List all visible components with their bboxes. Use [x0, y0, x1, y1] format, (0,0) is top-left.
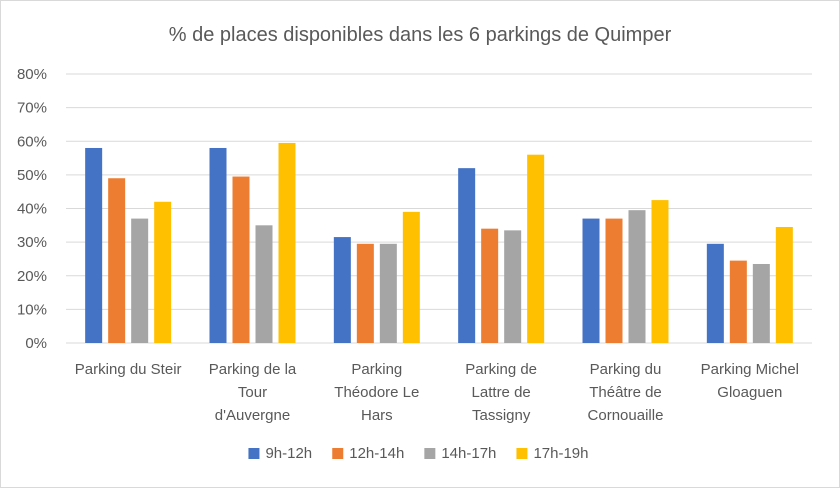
x-tick-label: Parking de: [465, 361, 537, 378]
legend-swatch: [516, 448, 528, 459]
legend-swatch: [332, 448, 344, 459]
x-tick-label: Gloaguen: [717, 384, 782, 401]
y-tick-label: 40%: [17, 201, 47, 218]
x-tick-label: Parking de la: [209, 361, 297, 378]
bar: [402, 211, 420, 343]
legend-label: 12h-14h: [349, 445, 404, 462]
y-axis-ticks: 0% 10% 20% 30% 40% 50% 60% 70% 80%: [17, 66, 47, 352]
bar: [706, 243, 724, 343]
bar: [108, 178, 126, 343]
x-tick-label: d'Auvergne: [215, 407, 290, 424]
bar: [209, 147, 227, 343]
bar: [605, 218, 623, 343]
legend: 9h-12h 12h-14h 14h-17h 17h-19h: [248, 445, 589, 462]
bar: [729, 260, 747, 343]
x-tick-label: Parking du Steir: [75, 361, 182, 378]
legend-swatch: [424, 448, 436, 459]
bar: [154, 201, 172, 343]
x-tick-label: Parking du: [590, 361, 662, 378]
x-tick-label: Cornouaille: [588, 407, 664, 424]
legend-label: 17h-19h: [533, 445, 588, 462]
legend-swatch: [248, 448, 260, 459]
x-axis-labels: Parking du Steir Parking de la Tour d'Auver…: [75, 361, 799, 424]
bar: [333, 237, 351, 343]
bar: [504, 230, 522, 343]
bar: [458, 168, 476, 343]
bar: [131, 218, 149, 343]
bar: [232, 176, 250, 343]
bar: [527, 154, 545, 343]
bar: [651, 200, 669, 343]
chart-title: % de places disponibles dans les 6 parki…: [169, 24, 672, 46]
y-tick-label: 70%: [17, 100, 47, 117]
bar: [85, 147, 103, 343]
legend-label: 9h-12h: [265, 445, 312, 462]
bar: [278, 142, 296, 343]
y-tick-label: 20%: [17, 268, 47, 285]
bar: [481, 228, 499, 343]
y-tick-label: 50%: [17, 167, 47, 184]
bars: [85, 142, 793, 343]
y-tick-label: 0%: [25, 335, 47, 352]
y-tick-label: 10%: [17, 301, 47, 318]
y-tick-label: 30%: [17, 234, 47, 251]
x-tick-label: Tour: [238, 384, 267, 401]
x-tick-label: Tassigny: [472, 407, 531, 424]
gridlines: [66, 73, 812, 344]
bar: [255, 225, 273, 343]
bar: [379, 243, 397, 343]
y-tick-label: 60%: [17, 133, 47, 150]
bar: [582, 218, 600, 343]
y-tick-label: 80%: [17, 66, 47, 83]
bar: [628, 210, 646, 343]
x-tick-label: Parking: [351, 361, 402, 378]
x-tick-label: Théâtre de: [589, 384, 662, 401]
x-tick-label: Hars: [361, 407, 393, 424]
legend-label: 14h-17h: [441, 445, 496, 462]
bar: [356, 243, 374, 343]
x-tick-label: Théodore Le: [334, 384, 419, 401]
x-tick-label: Parking Michel: [701, 361, 799, 378]
bar: [775, 226, 793, 343]
bar: [752, 263, 770, 343]
x-tick-label: Lattre de: [472, 384, 531, 401]
